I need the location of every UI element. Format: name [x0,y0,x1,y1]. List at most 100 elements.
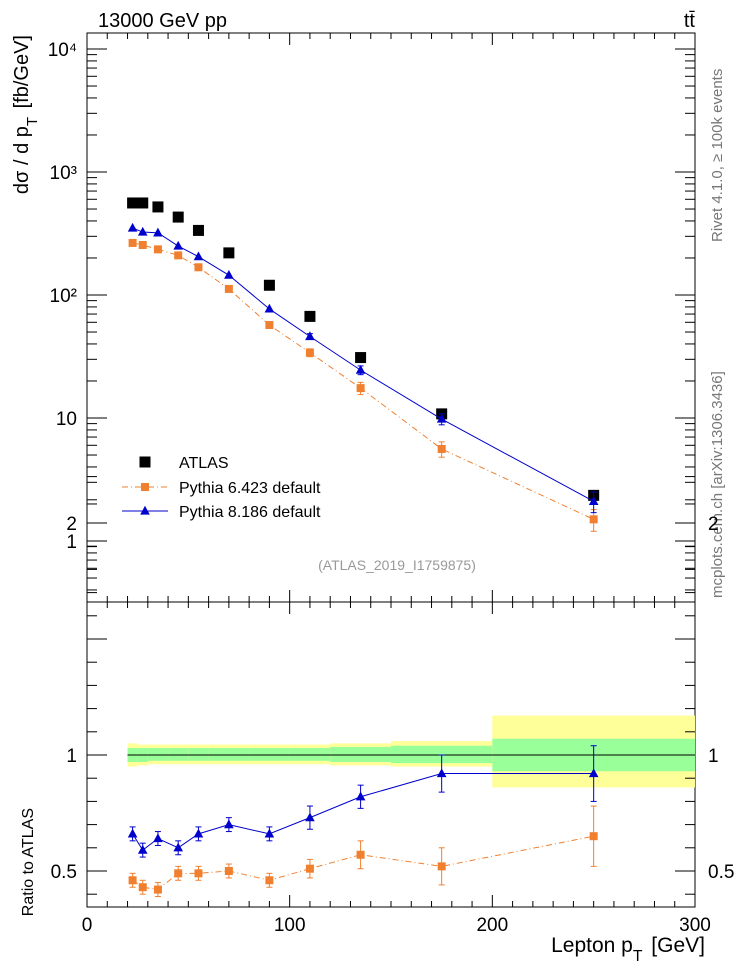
analysis-label: (ATLAS_2019_I1759875) [318,557,476,573]
x-tick-label: 300 [679,915,711,936]
ratio-pythia6-point [437,862,446,871]
pythia8-point [264,303,275,313]
ratio-pythia6-point [174,869,183,878]
pythia6-point [356,384,365,393]
pythia8-point [436,413,447,423]
pythia6-point [589,515,598,524]
pythia8-point [193,251,204,261]
band-inner [168,748,189,761]
pythia8-point [355,364,366,374]
ratio-y-tick-label-right: 2 [708,514,719,535]
legend-marker [141,483,149,491]
ratio-uncertainty-bands [127,715,695,788]
band-inner [188,748,209,761]
pythia8-point [153,227,163,237]
ratio-pythia6-point [305,864,314,873]
band-inner [330,746,391,762]
y-tick-label: 10³ [50,163,77,184]
ratio-pythia6-point [153,885,162,894]
ratio-pythia6-point [138,883,147,892]
ratio-pythia8-point [173,842,183,852]
atlas-point [137,197,149,209]
atlas-point [223,247,235,259]
pythia8-point [588,496,599,505]
pythia6-point [194,263,203,272]
ratio-pythia8-point [193,828,204,838]
pythia6-line [132,242,594,520]
ratio-pythia8-point [588,768,599,778]
pythia8-point [127,222,138,232]
y-tick-label: 1 [66,532,77,553]
y-tick-label: 10 [56,409,77,430]
ratio-pythia6-point [589,832,598,841]
ratio-pythia8-point [264,828,275,838]
ratio-pythia8-point [137,844,148,854]
ratio-pythia6-line [132,835,594,891]
legend: ATLAS Pythia 6.423 default Pythia 8.186 de… [122,455,321,521]
x-axis-title-text: Lepton pT [GeV] [551,934,705,965]
y-tick-label: 10² [50,286,77,307]
pythia6-point [265,321,274,330]
ratio-pythia8-point [436,768,447,778]
atlas-point [355,352,367,364]
ratio-pythia6-point [194,869,203,878]
atlas-point [127,197,139,209]
pythia6-point [153,245,162,254]
legend-label: Pythia 6.423 default [179,480,321,497]
band-inner [289,748,331,761]
x-tick-label: 200 [476,915,508,936]
main-y-axis-title: dσ / d pT [fb/GeV] [11,35,41,194]
pythia8-point [173,240,183,250]
ratio-pythia6-point [128,876,137,885]
band-inner [147,748,169,761]
ratio-pythia6-point [224,867,233,875]
main-series [127,197,600,532]
ratio-y-tick-label-right: 0.5 [708,862,734,883]
atlas-point [192,224,204,236]
ratio-y-tick-label: 1 [66,746,77,767]
rivet-label: Rivet 4.1.0, ≥ 100k events [709,69,726,242]
ratio-pythia8-point [127,828,138,838]
ratio-pythia8-point [305,812,315,822]
band-inner [249,748,290,761]
y-tick-label: 10⁴ [48,40,77,61]
atlas-point [304,310,316,322]
legend-label: Pythia 8.186 default [179,504,321,521]
x-axis-title: Lepton pT [GeV] [551,934,705,965]
pythia6-point [174,251,183,260]
ratio-y-tick-label: 0.5 [51,862,77,883]
energy-label: 13000 GeV pp [98,10,227,32]
pythia6-point [224,284,233,293]
ratio-y-tick-label: 2 [66,514,77,535]
atlas-point [263,279,275,291]
ratio-pythia6-point [265,876,274,885]
x-tick-label: 0 [82,915,93,936]
legend-marker [140,505,150,515]
axis-ticks [86,33,696,907]
pythia6-point [305,348,314,357]
ratio-pythia6-point [356,850,365,859]
legend-label: ATLAS [179,455,229,472]
pythia6-point [128,238,137,247]
pythia8-point [137,226,148,236]
band-inner [208,748,250,761]
ratio-series [127,745,599,898]
ratio-pythia8-point [224,819,234,829]
ratio-y-tick-label-right: 1 [708,746,719,767]
pythia6-point [437,444,446,453]
pythia8-point [305,331,315,341]
ratio-pythia8-point [355,791,366,801]
legend-marker-atlas [139,456,151,468]
pythia6-point [138,240,147,249]
process-label: tt̄ [684,10,696,32]
ratio-pythia8-point [153,833,163,843]
pythia8-point [224,269,234,279]
x-tick-label: 100 [274,915,306,936]
mcplots-label: mcplots.cern.ch [arXiv:1306.3436] [709,371,726,598]
ratio-y-axis-title-text: Ratio to ATLAS [20,808,37,916]
band-inner [391,745,493,764]
main-y-axis-title-text: dσ / d pT [fb/GeV] [11,35,41,194]
ratio-y-axis-title: Ratio to ATLAS [20,808,37,916]
